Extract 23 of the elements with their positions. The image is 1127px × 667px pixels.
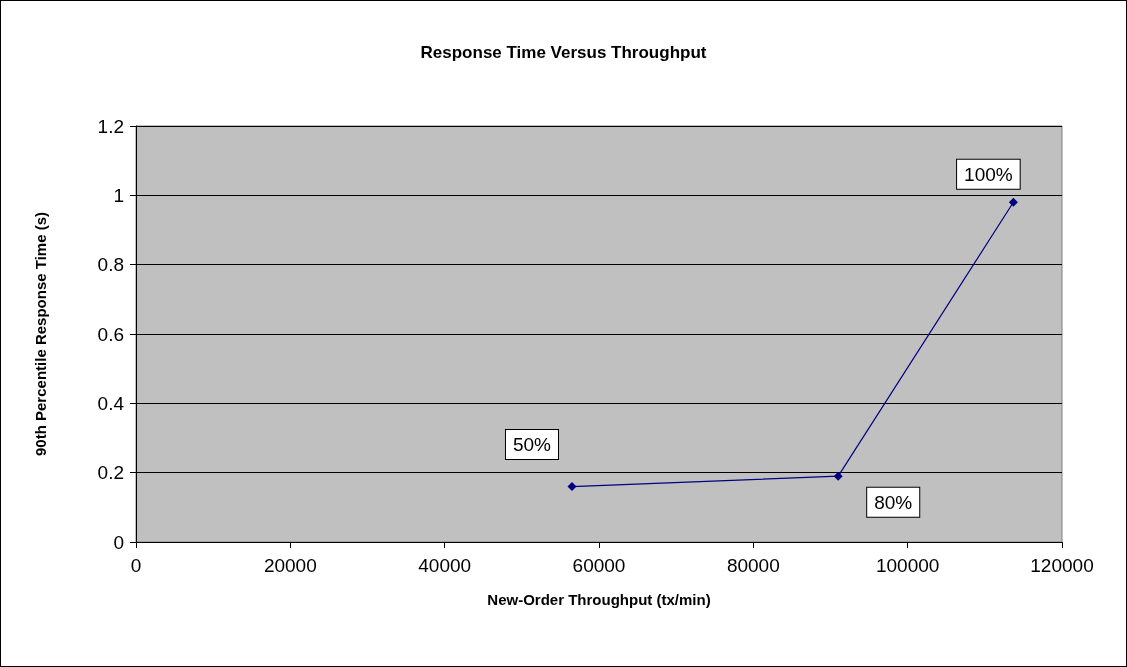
y-tick-label: 1 (113, 184, 124, 206)
y-tick-label: 0 (113, 531, 124, 553)
point (567, 482, 577, 492)
annotation: 100% (964, 163, 1013, 185)
x-tick-label: 0 (130, 555, 142, 576)
annotation: 80% (874, 491, 913, 513)
x-tick-label: 60000 (572, 555, 626, 576)
annotation: 50% (512, 434, 552, 456)
y-tick-label: 1.2 (97, 115, 124, 137)
chart-title: Response Time Versus Throughput (420, 43, 707, 62)
x-axis-title: New-Order Throughput (tx/min) (487, 591, 711, 608)
point (833, 471, 843, 481)
x-tick-label: 80000 (726, 555, 780, 576)
x-tick-label: 100000 (875, 555, 940, 576)
y-axis-title: 90th Percentile Response Time (s) (32, 212, 49, 456)
x-tick-label: 120000 (1030, 555, 1094, 576)
y-tick-label: 0.6 (97, 323, 124, 345)
x-tick-label: 40000 (418, 555, 472, 576)
point (1008, 197, 1018, 207)
y-tick-label: 0.8 (97, 254, 124, 276)
y-tick-label: 0.4 (97, 392, 125, 414)
y-tick-label: 0.2 (97, 462, 124, 484)
x-tick-label: 20000 (263, 555, 317, 576)
